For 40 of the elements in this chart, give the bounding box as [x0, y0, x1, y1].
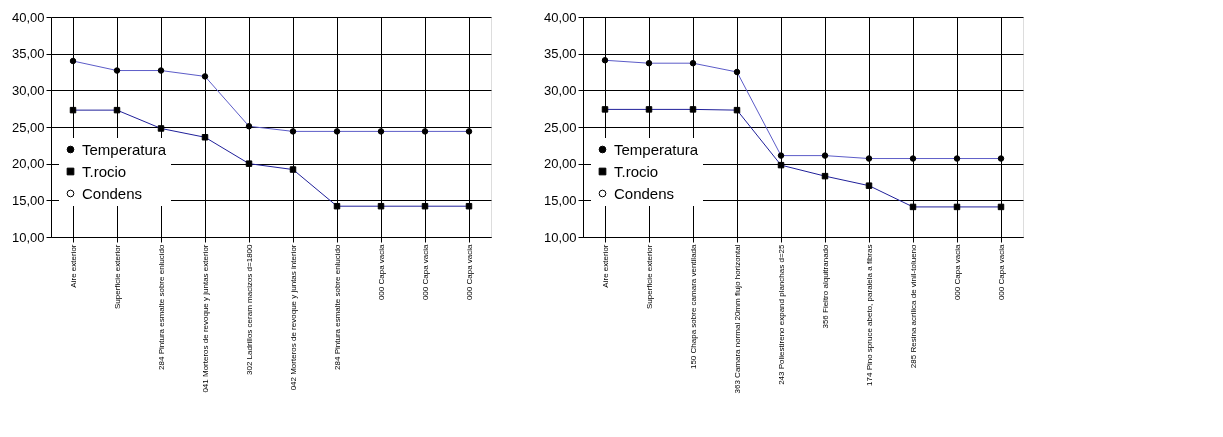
- legend-label: Condens: [82, 184, 143, 202]
- x-tick-label: 174 Pino spruce abeto, paralela a fibras: [864, 244, 874, 386]
- y-tick-label: 40,00: [11, 9, 45, 25]
- x-tick-label: 000 Capa vacia: [996, 243, 1006, 301]
- x-tick-label: 000 Capa vacia: [952, 243, 962, 301]
- x-tick-label: 041 Morteros de revoque y juntas exterior: [200, 244, 210, 393]
- x-tick-label: 285 Resina acrilica de vinil-tolueno: [908, 243, 918, 369]
- x-tick-label: Superficie exterior: [112, 244, 122, 309]
- legend-label: T.rocio: [82, 162, 127, 180]
- y-tick-label: 20,00: [543, 156, 577, 172]
- x-tick-label: 284 Pintura esmalte sobre enlucido: [156, 243, 166, 370]
- legend-label: T.rocio: [614, 162, 659, 180]
- y-tick-label: 25,00: [543, 119, 577, 135]
- legend-label: Temperatura: [614, 140, 699, 158]
- y-tick-label: 20,00: [11, 156, 45, 172]
- y-tick-label: 35,00: [543, 46, 577, 62]
- x-tick-label: 000 Capa vacia: [464, 243, 474, 301]
- x-tick-label: 363 Camara normal 20mm flujo horizontal: [732, 244, 742, 394]
- y-tick-label: 40,00: [543, 9, 577, 25]
- x-tick-label: 356 Fieltro alquitranado: [820, 243, 830, 329]
- x-tick-label: 150 Chapa sobre camara ventilada: [688, 243, 698, 370]
- y-tick-label: 15,00: [11, 192, 45, 208]
- x-tick-label: 243 Poliestireno expand planchas d=25: [776, 243, 786, 385]
- y-tick-label: 15,00: [543, 192, 577, 208]
- legend-label: Temperatura: [82, 140, 167, 158]
- x-tick-label: Aire exterior: [600, 244, 610, 288]
- legend-label: Condens: [614, 184, 675, 202]
- x-tick-label: 302 Ladrillos ceram macizos d=1800: [244, 243, 254, 376]
- y-tick-label: 35,00: [11, 46, 45, 62]
- x-tick-label: Aire exterior: [68, 244, 78, 288]
- x-tick-label: 284 Pintura esmalte sobre enlucido: [332, 243, 342, 370]
- x-tick-label: 000 Capa vacia: [376, 243, 386, 301]
- x-tick-label: 000 Capa vacia: [420, 243, 430, 301]
- y-tick-label: 30,00: [543, 82, 577, 98]
- x-tick-label: Superficie exterior: [644, 244, 654, 309]
- y-tick-label: 10,00: [543, 229, 577, 245]
- y-tick-label: 30,00: [11, 82, 45, 98]
- x-tick-label: 042 Morteros de revoque y juntas interior: [288, 244, 298, 391]
- y-tick-label: 10,00: [11, 229, 45, 245]
- y-tick-label: 25,00: [11, 119, 45, 135]
